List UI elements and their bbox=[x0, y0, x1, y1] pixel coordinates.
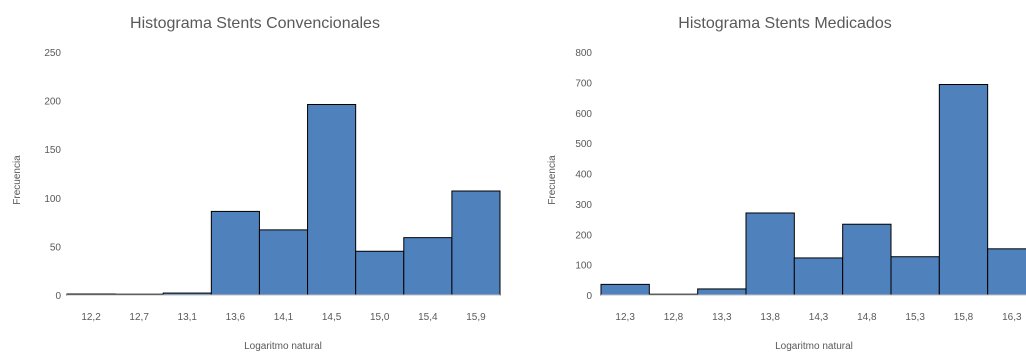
y-tick-label: 200 bbox=[44, 97, 61, 108]
histogram-bar bbox=[890, 256, 940, 296]
y-tick-label: 200 bbox=[575, 230, 592, 241]
y-tick-label: 800 bbox=[575, 48, 592, 59]
y-axis-label: Frecuencia bbox=[547, 155, 558, 205]
x-tick-label: 16,3 bbox=[1002, 312, 1022, 323]
x-tick-label: 15,9 bbox=[466, 312, 486, 323]
histogram-medicated-stents: Histograma Stents Medicados Frecuencia L… bbox=[535, 0, 1026, 355]
y-tick-label: 300 bbox=[575, 200, 592, 211]
x-tick-label: 14,1 bbox=[274, 312, 294, 323]
x-tick-label: 13,1 bbox=[178, 312, 198, 323]
y-tick-label: 0 bbox=[586, 291, 592, 302]
x-tick-label: 12,3 bbox=[615, 312, 635, 323]
y-tick-label: 600 bbox=[575, 109, 592, 120]
histogram-bar bbox=[600, 283, 650, 296]
histogram-bar bbox=[987, 248, 1026, 296]
x-tick-label: 15,3 bbox=[905, 312, 925, 323]
histogram-medicated-stents-svg: Histograma Stents Medicados Frecuencia L… bbox=[547, 15, 1026, 352]
y-tick-label: 500 bbox=[575, 139, 592, 150]
x-axis-label: Logaritmo natural bbox=[244, 341, 322, 352]
histogram-bar bbox=[697, 288, 747, 296]
y-tick-label: 0 bbox=[55, 291, 61, 302]
plot-area: 0 50 100 150 200 250 12,2 12,7 13,1 13,6 14,1 14,5 1… bbox=[44, 48, 501, 323]
histogram-bar bbox=[793, 257, 844, 296]
y-tick-label: 100 bbox=[44, 194, 61, 205]
x-tick-label: 14,5 bbox=[322, 312, 342, 323]
y-tick-label: 400 bbox=[575, 170, 592, 181]
plot-area: 0 100 200 300 400 500 600 700 800 12,3 12,8 13,3 13,… bbox=[575, 48, 1026, 323]
x-tick-label: 13,6 bbox=[226, 312, 246, 323]
y-tick-label: 150 bbox=[44, 145, 61, 156]
histogram-bar bbox=[307, 103, 357, 296]
histogram-bar bbox=[842, 223, 892, 296]
histogram-conventional-stents: Histograma Stents Convencionales Frecuen… bbox=[0, 0, 510, 355]
x-tick-label: 15,8 bbox=[954, 312, 974, 323]
y-tick-label: 250 bbox=[44, 48, 61, 59]
histogram-bar bbox=[355, 250, 405, 296]
x-tick-label: 14,3 bbox=[809, 312, 829, 323]
y-tick-label: 50 bbox=[50, 242, 62, 253]
x-tick-label: 14,8 bbox=[857, 312, 877, 323]
x-tick-label: 13,8 bbox=[760, 312, 780, 323]
histogram-bar bbox=[745, 212, 795, 296]
histogram-bar bbox=[938, 84, 989, 296]
histogram-bar bbox=[451, 190, 501, 296]
x-tick-label: 12,7 bbox=[129, 312, 149, 323]
x-axis-label: Logaritmo natural bbox=[775, 341, 853, 352]
y-tick-label: 700 bbox=[575, 78, 592, 89]
chart-title: Histograma Stents Convencionales bbox=[130, 15, 380, 32]
histogram-bar bbox=[403, 237, 453, 296]
x-tick-label: 12,2 bbox=[81, 312, 101, 323]
histogram-bar bbox=[258, 229, 309, 296]
x-tick-label: 13,3 bbox=[712, 312, 732, 323]
x-tick-label: 12,8 bbox=[664, 312, 684, 323]
y-tick-label: 100 bbox=[575, 261, 592, 272]
histogram-bar bbox=[210, 210, 260, 296]
chart-title: Histograma Stents Medicados bbox=[678, 15, 891, 32]
y-axis-label: Frecuencia bbox=[12, 155, 23, 205]
x-tick-label: 15,0 bbox=[370, 312, 390, 323]
histogram-conventional-stents-svg: Histograma Stents Convencionales Frecuen… bbox=[12, 15, 501, 352]
x-tick-label: 15,4 bbox=[418, 312, 438, 323]
